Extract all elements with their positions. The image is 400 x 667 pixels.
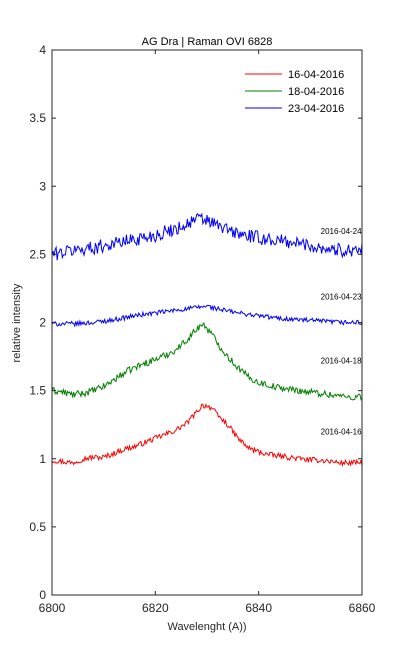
annotation-label: 2016-04-18 [321, 357, 362, 366]
x-axis-title: Wavelenght (A)) [167, 621, 246, 633]
legend: 16-04-2016 18-04-2016 23-04-2016 [245, 69, 344, 115]
annotation-label: 2016-04-24 [321, 227, 362, 236]
y-tick-label: 3.5 [29, 111, 46, 125]
y-tick-label: 1 [39, 452, 46, 466]
plot-area [51, 212, 363, 468]
chart-title: AG Dra | Raman OVI 6828 [142, 36, 273, 48]
x-tick-label: 6860 [349, 601, 376, 615]
y-tick-label: 2 [39, 316, 46, 330]
annotation-label: 2016-04-16 [321, 428, 362, 437]
y-tick-label: 0.5 [29, 520, 46, 534]
legend-label-2: 23-04-2016 [288, 103, 344, 115]
series-line-3 [51, 212, 363, 261]
annotation-label: 2016-04-23 [321, 293, 362, 302]
series-line-0 [51, 402, 363, 468]
y-tick-label: 2.5 [29, 247, 46, 261]
x-tick-label: 6840 [245, 601, 272, 615]
y-tick-label: 1.5 [29, 384, 46, 398]
legend-label-0: 16-04-2016 [288, 69, 344, 81]
y-tick-label: 0 [39, 588, 46, 602]
y-tick-label: 3 [39, 179, 46, 193]
x-tick-label: 6820 [142, 601, 169, 615]
x-tick-label: 6800 [39, 601, 66, 615]
legend-label-1: 18-04-2016 [288, 86, 344, 98]
y-axis-title: relative intensity [11, 283, 23, 362]
series-line-2 [51, 304, 363, 328]
y-tick-label: 4 [39, 43, 46, 57]
series-line-1 [51, 322, 363, 401]
